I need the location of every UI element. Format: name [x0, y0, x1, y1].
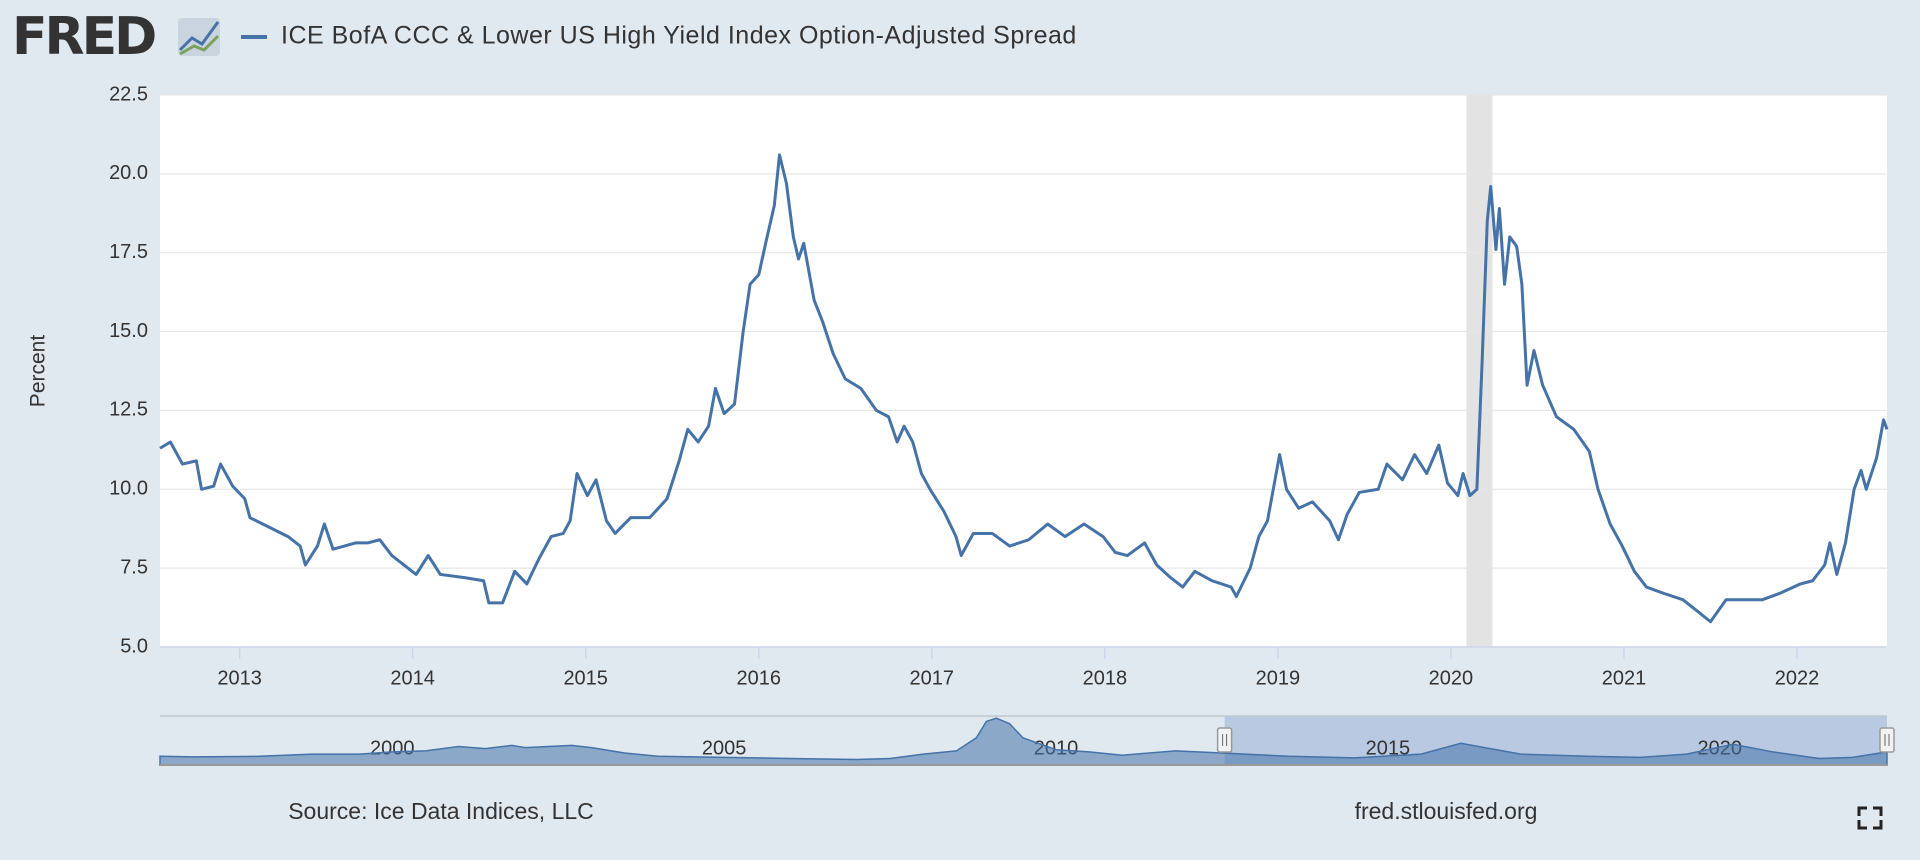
- x-tick-label: 2019: [1256, 667, 1301, 689]
- y-tick-label: 22.5: [109, 83, 148, 105]
- source: Source: Ice Data Indices, LLC: [288, 798, 594, 824]
- navigator-area: [159, 717, 1888, 766]
- navigator-handle-box: [1216, 727, 1233, 753]
- site-link[interactable]: fred.stlouisfed.org: [1355, 798, 1538, 824]
- logo-icon: [178, 18, 220, 56]
- y-tick-label: 7.5: [120, 556, 148, 578]
- x-tick-label: 2017: [910, 667, 955, 689]
- y-tick-label: 12.5: [109, 399, 148, 421]
- y-tick-label: 15.0: [109, 320, 148, 342]
- x-tick-label: 2021: [1602, 667, 1647, 689]
- y-tick-label: 10.0: [109, 478, 148, 500]
- data-line: [159, 153, 1889, 624]
- legend-label[interactable]: ICE BofA CCC & Lower US High Yield Index…: [281, 22, 1077, 50]
- x-tick-label: 2014: [390, 667, 435, 689]
- x-tick-label: 2015: [563, 667, 608, 689]
- navigator-handle[interactable]: [1879, 727, 1895, 753]
- plot-area: [160, 95, 1887, 647]
- x-tick-label: 2013: [217, 667, 262, 689]
- y-tick-label: 17.5: [109, 241, 148, 263]
- x-tick-label: 2022: [1775, 667, 1820, 689]
- fullscreen-button[interactable]: [1857, 806, 1883, 830]
- x-tick-label: 2020: [1429, 667, 1474, 689]
- x-tick-label: 2016: [736, 667, 781, 689]
- y-tick-label: 20.0: [109, 162, 148, 184]
- navigator-tick-label: 2015: [1366, 737, 1411, 759]
- recession-band: [1466, 95, 1493, 647]
- y-tick-label: 5.0: [120, 635, 148, 657]
- navigator-handle[interactable]: [1216, 727, 1233, 753]
- x-tick-label: 2018: [1083, 667, 1128, 689]
- navigator-tick-label: 2005: [702, 737, 747, 759]
- y-axis-label: Percent: [27, 335, 50, 408]
- navigator-handle-box: [1879, 727, 1895, 753]
- logo: FRED: [12, 7, 155, 67]
